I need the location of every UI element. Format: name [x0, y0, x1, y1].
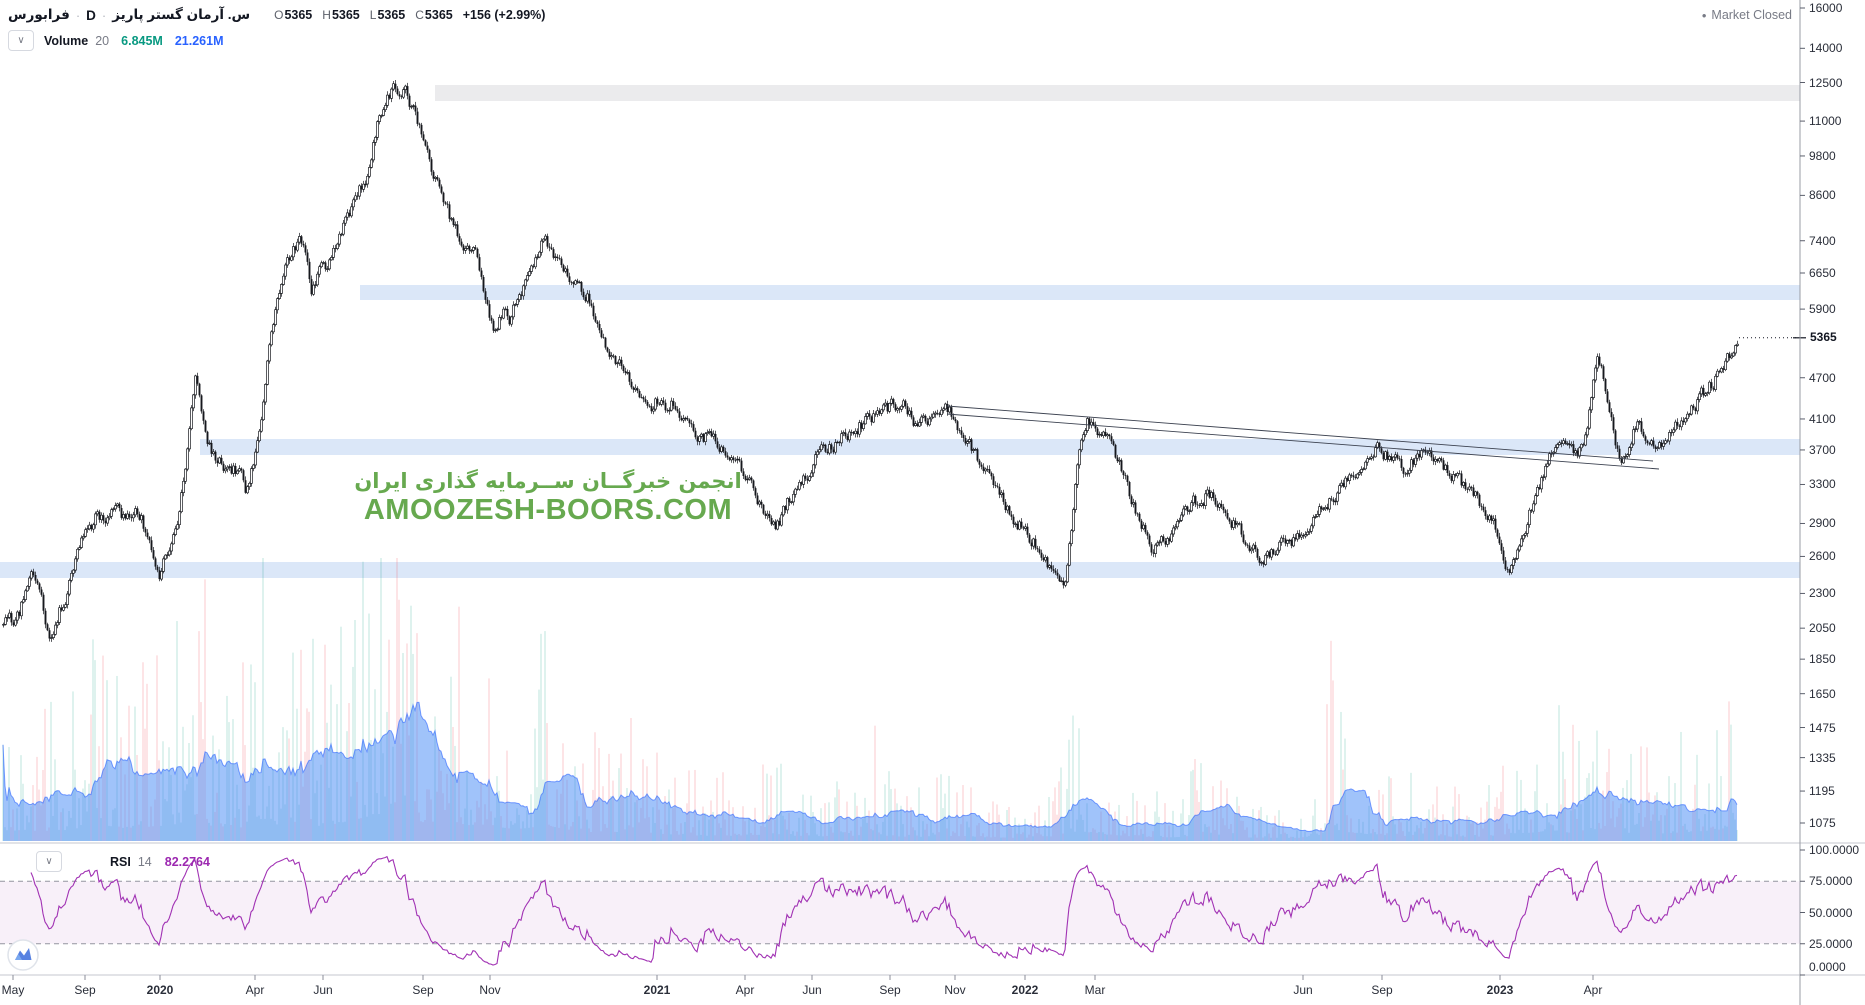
trendline-drawing[interactable] — [946, 405, 1660, 470]
price-axis-label: 1475 — [1809, 720, 1836, 735]
price-axis-label: 12500 — [1809, 75, 1843, 90]
axis-ticks — [12, 7, 1805, 980]
time-axis-label: Nov — [944, 983, 966, 997]
rsi-axis-label: 75.0000 — [1809, 874, 1853, 889]
rsi-value: 82.2764 — [164, 854, 210, 869]
price-axis-label: 16000 — [1809, 1, 1843, 15]
chevron-down-icon: ∨ — [17, 34, 25, 46]
market-status: • Market Closed — [1640, 8, 1792, 23]
volume-collapse-button[interactable]: ∨ — [8, 30, 34, 51]
time-axis[interactable]: May Sep 2020 Apr Jun Sep Nov 2021 Apr Jun Sep Nov 20… — [0, 975, 1800, 1005]
time-axis-label: Sep — [879, 983, 901, 997]
time-axis-label: Apr — [245, 983, 265, 997]
time-axis-label: Sep — [74, 983, 96, 997]
time-axis-label: Mar — [1084, 983, 1106, 997]
time-axis-label: Apr — [735, 983, 755, 997]
price-axis[interactable]: 5365 16000 14000 12500 11000 9800 8600 7400 665… — [1800, 0, 1865, 975]
change-value: +156 (+2.99%) — [462, 8, 546, 22]
chevron-down-icon: ∨ — [45, 855, 53, 867]
candlestick-series — [2, 80, 1739, 642]
symbol-name[interactable]: س. آرمان گستر پاریز — [112, 7, 251, 22]
volume-ma-area — [2, 701, 1738, 841]
rsi-series — [30, 855, 1738, 966]
price-axis-label: 4700 — [1809, 370, 1836, 385]
price-axis-label: 1075 — [1809, 816, 1836, 830]
time-axis-label: Apr — [1583, 983, 1603, 997]
low-value: 5365 — [377, 8, 406, 22]
price-axis-label: 8600 — [1809, 188, 1836, 203]
price-axis-label: 9800 — [1809, 148, 1836, 163]
price-axis-label: 3700 — [1809, 442, 1836, 457]
time-axis-label: 2022 — [1011, 983, 1039, 997]
price-axis-label: 1335 — [1809, 750, 1836, 765]
rsi-label: RSI — [110, 854, 131, 869]
last-price-label: 5365 — [1808, 330, 1839, 346]
separator: · — [101, 7, 107, 23]
rsi-axis-label: 0.0000 — [1809, 960, 1846, 974]
time-axis-label: Sep — [412, 983, 434, 997]
time-axis-label: Sep — [1371, 983, 1393, 997]
price-axis-label: 4100 — [1809, 411, 1836, 426]
close-label: C — [415, 8, 424, 22]
volume-length: 20 — [95, 33, 110, 48]
low-label: L — [369, 8, 377, 22]
time-axis-label: 2020 — [146, 983, 174, 997]
time-axis-label: Nov — [479, 983, 501, 997]
volume-ma-value: 21.261M — [174, 33, 224, 48]
high-label: H — [322, 8, 331, 22]
price-axis-label: 3300 — [1809, 477, 1836, 492]
volume-value: 6.845M — [121, 33, 163, 48]
price-axis-label: 11000 — [1809, 114, 1842, 129]
rsi-band — [0, 880, 1800, 945]
ohlc-values: O 5365 H 5365 L 5365 C 5365 +156 (+2.99%… — [264, 8, 545, 22]
price-axis-label: 2900 — [1809, 516, 1836, 531]
price-axis-label: 1650 — [1809, 686, 1836, 701]
watermark-line-persian: انجمن خبرگــان ســرمایه گذاری ایران — [354, 469, 742, 493]
volume-label: Volume — [44, 33, 89, 48]
highlight-bands — [0, 85, 1800, 578]
axis-corner — [1800, 975, 1865, 1005]
rsi-axis-label: 25.0000 — [1809, 936, 1853, 951]
price-axis-label: 14000 — [1809, 41, 1843, 56]
time-axis-label: 2021 — [643, 983, 671, 997]
high-value: 5365 — [331, 8, 360, 22]
rsi-axis-label: 50.0000 — [1809, 905, 1853, 920]
time-axis-label: 2023 — [1486, 983, 1514, 997]
open-label: O — [274, 8, 284, 22]
interval-label[interactable]: D — [86, 7, 96, 23]
rsi-collapse-button[interactable]: ∨ — [36, 851, 62, 872]
exchange-label[interactable]: فرابورس — [8, 7, 70, 22]
price-axis-label: 2600 — [1809, 549, 1836, 564]
volume-legend[interactable]: ∨ Volume 20 6.845M 21.261M — [8, 30, 224, 51]
status-dot-icon: • — [1701, 8, 1707, 23]
time-axis-label: Jun — [802, 983, 822, 997]
time-axis-label: May — [1, 983, 25, 997]
watermark-line-url: AMOOZESH-BOORS.COM — [363, 494, 733, 526]
logo-badge[interactable] — [6, 938, 40, 972]
mountain-icon — [15, 954, 22, 960]
time-axis-label: Jun — [1293, 983, 1313, 997]
separator: · — [75, 7, 81, 23]
rsi-length: 14 — [137, 854, 152, 869]
market-status-text: Market Closed — [1711, 8, 1792, 22]
symbol-legend[interactable]: فرابورس · D · س. آرمان گستر پاریز O 5365… — [8, 6, 545, 24]
price-axis-label: 5900 — [1809, 302, 1836, 317]
price-axis-label: 2050 — [1809, 621, 1836, 636]
open-value: 5365 — [284, 8, 313, 22]
price-axis-label: 2300 — [1809, 586, 1836, 601]
price-axis-label: 1850 — [1809, 652, 1836, 667]
price-axis-label: 6650 — [1809, 265, 1836, 280]
price-axis-label: 7400 — [1809, 233, 1836, 248]
close-value: 5365 — [424, 8, 453, 22]
watermark: انجمن خبرگــان ســرمایه گذاری ایران AMOO… — [318, 468, 778, 526]
rsi-axis-label: 100.0000 — [1809, 843, 1860, 857]
price-axis-label: 1195 — [1809, 784, 1835, 799]
time-axis-label: Jun — [313, 983, 333, 997]
rsi-legend[interactable]: ∨ RSI 14 82.2764 — [36, 851, 210, 872]
